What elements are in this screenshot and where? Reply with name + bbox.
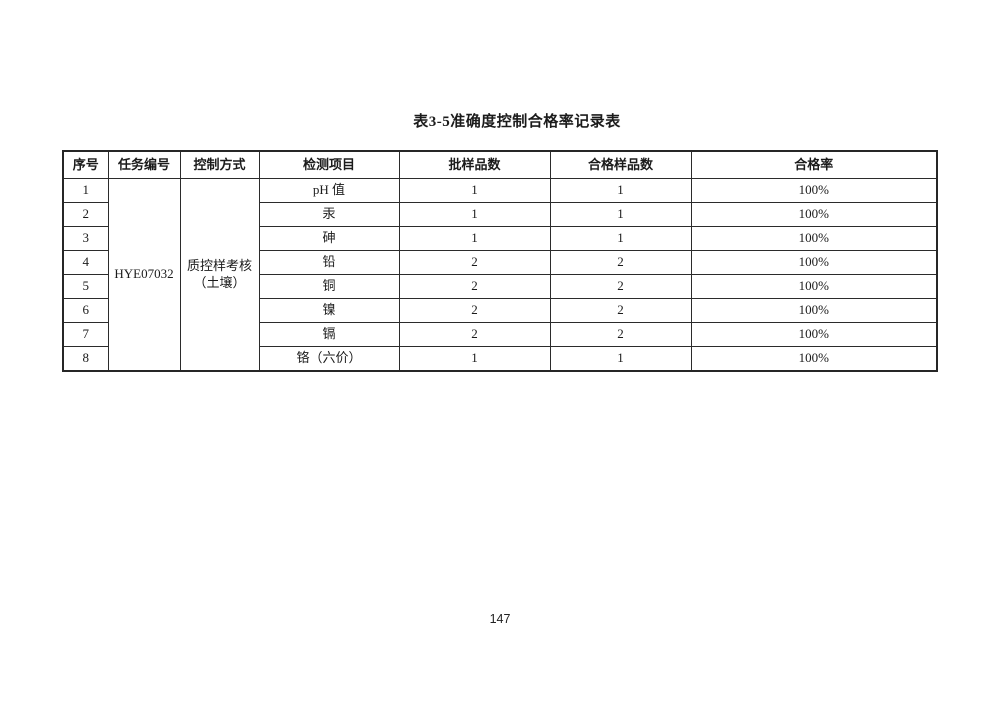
header-test-item: 检测项目: [258, 150, 400, 179]
seq-cell: 2: [62, 202, 109, 227]
qualified-count-cell: 2: [549, 322, 692, 347]
seq-cell: 7: [62, 322, 109, 347]
pass-rate-cell: 100%: [690, 346, 938, 372]
header-pass-rate: 合格率: [690, 150, 938, 179]
header-seq: 序号: [62, 150, 109, 179]
control-method-line1: 质控样考核: [186, 258, 252, 274]
batch-count-cell: 2: [398, 322, 551, 347]
test-item-cell: 铜: [258, 274, 400, 299]
table-row: 6 镍 2 2 100%: [62, 298, 938, 323]
page-number: 147: [489, 612, 511, 626]
qualified-count-cell: 2: [549, 298, 692, 323]
batch-count-cell: 1: [398, 226, 551, 251]
test-item-cell: 镍: [258, 298, 400, 323]
table-header-row: 序号 任务编号 控制方式 检测项目 批样品数 合格样品数 合格率: [62, 150, 938, 179]
batch-count-cell: 1: [398, 346, 551, 372]
batch-count-cell: 2: [398, 274, 551, 299]
pass-rate-record-table: 序号 任务编号 控制方式 检测项目 批样品数 合格样品数 合格率 1 HYE07…: [62, 150, 938, 372]
batch-count-cell: 1: [398, 202, 551, 227]
pass-rate-cell: 100%: [690, 178, 938, 203]
table-row: 1 HYE07032 质控样考核 （土壤） pH 值 1 1 100%: [62, 178, 938, 372]
batch-count-cell: 1: [398, 178, 551, 203]
header-batch-count: 批样品数: [398, 150, 551, 179]
qualified-count-cell: 1: [549, 202, 692, 227]
test-item-cell: pH 值: [258, 178, 400, 203]
seq-cell: 6: [62, 298, 109, 323]
qualified-count-cell: 2: [549, 250, 692, 275]
pass-rate-cell: 100%: [690, 322, 938, 347]
test-item-cell: 砷: [258, 226, 400, 251]
qualified-count-cell: 1: [549, 226, 692, 251]
header-task-number: 任务编号: [107, 150, 181, 179]
qualified-count-cell: 2: [549, 274, 692, 299]
seq-cell: 8: [62, 346, 109, 372]
header-control-method: 控制方式: [179, 150, 260, 179]
test-item-cell: 汞: [258, 202, 400, 227]
header-qualified-count: 合格样品数: [549, 150, 692, 179]
seq-cell: 4: [62, 250, 109, 275]
batch-count-cell: 2: [398, 298, 551, 323]
table-row: 2 汞 1 1 100%: [62, 202, 938, 227]
test-item-cell: 镉: [258, 322, 400, 347]
pass-rate-cell: 100%: [690, 250, 938, 275]
pass-rate-cell: 100%: [690, 202, 938, 227]
seq-cell: 1: [62, 178, 109, 203]
test-item-cell: 铅: [258, 250, 400, 275]
table-row: 8 铬（六价） 1 1 100%: [62, 346, 938, 372]
pass-rate-cell: 100%: [690, 298, 938, 323]
control-method-cell: 质控样考核 （土壤）: [179, 178, 260, 372]
page-title: 表3-5准确度控制合格率记录表: [413, 114, 621, 130]
seq-cell: 5: [62, 274, 109, 299]
control-method-line2: （土壤）: [193, 274, 246, 290]
pass-rate-cell: 100%: [690, 226, 938, 251]
task-number-cell: HYE07032: [107, 178, 181, 372]
test-item-cell: 铬（六价）: [258, 346, 400, 372]
qualified-count-cell: 1: [549, 346, 692, 372]
table-row: 7 镉 2 2 100%: [62, 322, 938, 347]
pass-rate-cell: 100%: [690, 274, 938, 299]
seq-cell: 3: [62, 226, 109, 251]
qualified-count-cell: 1: [549, 178, 692, 203]
batch-count-cell: 2: [398, 250, 551, 275]
